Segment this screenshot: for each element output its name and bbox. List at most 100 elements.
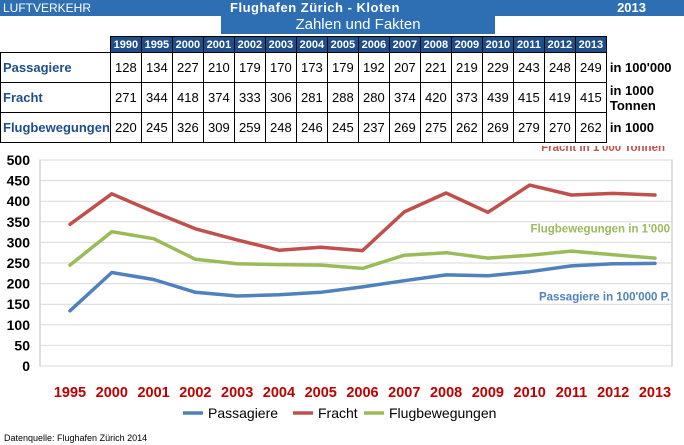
x-tick-label: 2007 [388,385,420,401]
year-header: 2013 [574,36,607,53]
table-cell: 221 [419,52,452,83]
source-note: Datenquelle: Flughafen Zürich 2014 [4,433,148,443]
table-cell: 262 [450,112,483,143]
table-cell: 374 [388,82,421,113]
table-cell: 246 [295,112,328,143]
x-tick-label: 2000 [96,385,128,401]
x-tick-label: 2003 [221,385,253,401]
series-annotation: Fracht in 1'000 Tonnen [541,146,665,154]
y-tick-label: 200 [7,276,31,292]
table-cell: 415 [574,82,607,113]
series-line-passagiere [68,261,657,313]
row-label: Passagiere [0,52,111,83]
x-tick-label: 2005 [305,385,337,401]
table-cell: 344 [140,82,173,113]
table-cell: 262 [574,112,607,143]
year-header: 1995 [140,36,173,53]
table-cell: 439 [481,82,514,113]
table-cell: 259 [233,112,266,143]
table-corner [1,37,111,53]
series-annotation: Passagiere in 100'000 P. [539,291,670,303]
table-cell: 249 [574,52,607,83]
y-tick-label: 150 [7,296,31,312]
table-cell: 245 [140,112,173,143]
year-header: 2001 [202,36,235,53]
x-tick-label: 2001 [137,385,169,401]
table-cell: 420 [419,82,452,113]
series-line-fracht [68,183,657,253]
table-cell: 374 [202,82,235,113]
table-cell: 306 [264,82,297,113]
row-unit: in 1000 Tonnen [609,82,656,113]
page-title: Flughafen Zürich - Kloten [230,0,400,15]
table-cell: 192 [357,52,390,83]
x-tick-label: 2013 [639,385,671,401]
x-tick-label: 2010 [514,385,546,401]
table-cell: 128 [109,52,142,83]
year-header: 2003 [264,36,297,53]
year-header: 2011 [512,36,545,53]
table-row: Passagiere 128 134 227 210 179 170 173 179 192 207… [0,52,684,83]
year-header: 2004 [295,36,328,53]
table-cell: 269 [481,112,514,143]
table-cell: 281 [295,82,328,113]
table-cell: 219 [450,52,483,83]
year-header: 2010 [481,36,514,53]
table-cell: 248 [264,112,297,143]
table-cell: 179 [326,52,359,83]
y-tick-label: 300 [7,234,31,250]
legend-label: Fracht [318,405,358,421]
legend-label: Flugbewegungen [389,405,496,421]
y-tick-label: 250 [7,255,31,271]
series-line-flugbewegungen [68,229,657,271]
x-tick-label: 2011 [556,385,587,401]
x-tick-label: 1995 [54,385,86,401]
table-cell: 134 [140,52,173,83]
table-cell: 243 [512,52,545,83]
table-cell: 237 [357,112,390,143]
facts-table: 1990 1995 2000 2001 2002 2003 2004 2005 2006 2007… [0,36,684,143]
table-cell: 229 [481,52,514,83]
legend-label: Passagiere [208,405,278,421]
table-cell: 373 [450,82,483,113]
year-header: 2006 [357,36,390,53]
header-banner: LUFTVERKEHR Flughafen Zürich - Kloten 20… [0,0,684,16]
line-chart: 0 50 100 150 200 250 300 350 400 450 500 1995 2000 20… [7,146,673,421]
table-cell: 326 [171,112,204,143]
table-cell: 270 [543,112,576,143]
y-tick-label: 0 [22,358,30,374]
x-tick-label: 2008 [430,385,462,401]
x-tick-label: 2002 [179,385,211,401]
table-cell: 418 [171,82,204,113]
table-cell: 288 [326,82,359,113]
table-cell: 207 [388,52,421,83]
table-cell: 179 [233,52,266,83]
y-tick-label: 100 [7,317,31,333]
table-cell: 210 [202,52,235,83]
table-cell: 279 [512,112,545,143]
x-tick-label: 2012 [597,385,629,401]
row-unit: in 100'000 [609,60,672,75]
category-label: LUFTVERKEHR [3,1,92,15]
year-header: 2000 [171,36,204,53]
table-cell: 227 [171,52,204,83]
table-cell: 271 [109,82,142,113]
table-cell: 275 [419,112,452,143]
row-label: Fracht [0,82,111,113]
facts-table-area: 1990 1995 2000 2001 2002 2003 2004 2005 2006 2007… [0,34,684,146]
table-cell: 220 [109,112,142,143]
x-tick-label: 2009 [472,385,504,401]
table-cell: 333 [233,82,266,113]
year-header: 2008 [419,36,452,53]
table-cell: 309 [202,112,235,143]
x-tick-label: 2006 [346,385,378,401]
table-cell: 280 [357,82,390,113]
year-header: 2005 [326,36,359,53]
y-tick-label: 50 [14,337,30,353]
x-tick-label: 2004 [263,385,295,401]
y-tick-label: 350 [7,214,31,230]
table-row: Flugbewegungen 220 245 326 309 259 248 246 245 23… [0,112,684,143]
table-cell: 419 [543,82,576,113]
year-header: 2007 [388,36,421,53]
table-cell: 248 [543,52,576,83]
